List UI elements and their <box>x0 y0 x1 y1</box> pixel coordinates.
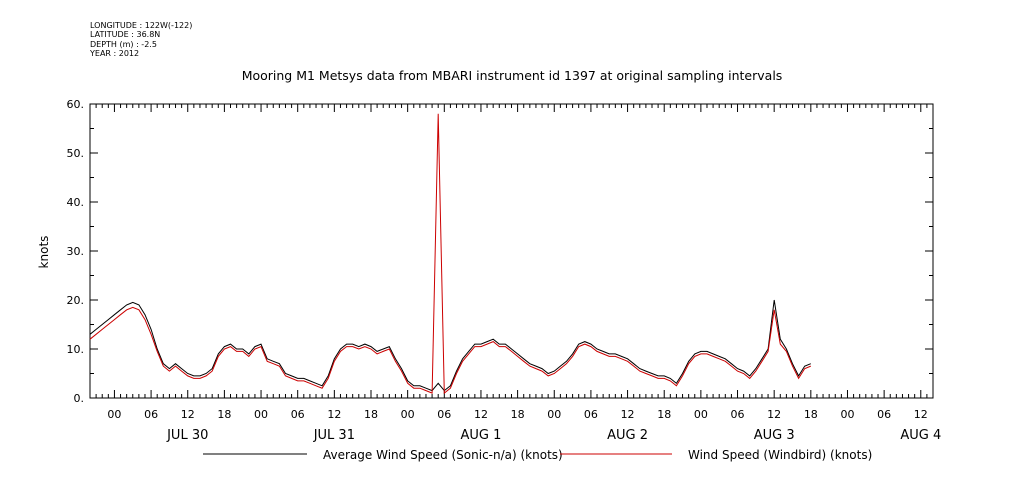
y-tick-label: 30. <box>67 245 85 258</box>
x-tick-label: 00 <box>547 408 561 421</box>
x-tick-label: 12 <box>767 408 781 421</box>
series-line-windbird-wind-speed <box>89 113 811 395</box>
x-tick-label: 06 <box>731 408 745 421</box>
y-tick-label: 0. <box>74 392 85 405</box>
x-tick-label: 18 <box>804 408 818 421</box>
x-tick-label: 12 <box>327 408 341 421</box>
x-tick-label: 06 <box>584 408 598 421</box>
x-tick-label: 12 <box>474 408 488 421</box>
metadata-block: LONGITUDE : 122W(-122) LATITUDE : 36.8N … <box>90 21 192 59</box>
x-tick-label: 06 <box>291 408 305 421</box>
x-axis: 00 06 12 18 00 06 12 18 00 06 12 18 00 06 12 18 00 06 12 18… <box>89 104 941 443</box>
x-tick-label: 18 <box>657 408 671 421</box>
y-tick-label: 50. <box>67 147 85 160</box>
y-tick-label: 20. <box>67 294 85 307</box>
longitude-label: LONGITUDE : 122W(-122) <box>90 21 193 30</box>
x-day-label: AUG 1 <box>461 428 502 443</box>
plot-frame <box>89 103 934 399</box>
x-day-label: JUL 31 <box>313 428 355 443</box>
x-day-label: AUG 3 <box>754 428 795 443</box>
x-tick-label: 18 <box>364 408 378 421</box>
x-day-label: JUL 30 <box>166 428 208 443</box>
y-tick-label: 60. <box>67 98 85 111</box>
x-day-label: AUG 4 <box>900 428 941 443</box>
x-tick-label: 00 <box>694 408 708 421</box>
legend: Average Wind Speed (Sonic-n/a) (knots) W… <box>203 448 872 462</box>
y-tick-label: 40. <box>67 196 85 209</box>
x-tick-label: 00 <box>107 408 121 421</box>
legend-label-average: Average Wind Speed (Sonic-n/a) (knots) <box>323 448 563 462</box>
chart-title: Mooring M1 Metsys data from MBARI instru… <box>242 68 783 83</box>
y-axis-label: knots <box>37 236 51 269</box>
y-axis: 0. 10. 20. 30. 40. 50. 60. <box>67 98 933 405</box>
x-tick-label: 12 <box>914 408 928 421</box>
x-tick-label: 12 <box>621 408 635 421</box>
x-tick-label: 00 <box>840 408 854 421</box>
legend-label-windbird: Wind Speed (Windbird) (knots) <box>688 448 872 462</box>
x-tick-label: 12 <box>181 408 195 421</box>
x-tick-label: 18 <box>217 408 231 421</box>
year-label: YEAR : 2012 <box>90 49 140 59</box>
y-tick-label: 10. <box>67 343 85 356</box>
x-tick-label: 00 <box>254 408 268 421</box>
series-line-average-wind-speed <box>89 299 811 392</box>
x-tick-label: 06 <box>877 408 891 421</box>
x-tick-label: 18 <box>511 408 525 421</box>
x-day-label: AUG 2 <box>607 428 648 443</box>
depth-label: DEPTH (m) : -2.5 <box>90 39 157 49</box>
series-group <box>89 113 811 395</box>
x-tick-label: 06 <box>437 408 451 421</box>
x-tick-label: 06 <box>144 408 158 421</box>
latitude-label: LATITUDE : 36.8N <box>90 30 161 40</box>
x-tick-label: 00 <box>401 408 415 421</box>
